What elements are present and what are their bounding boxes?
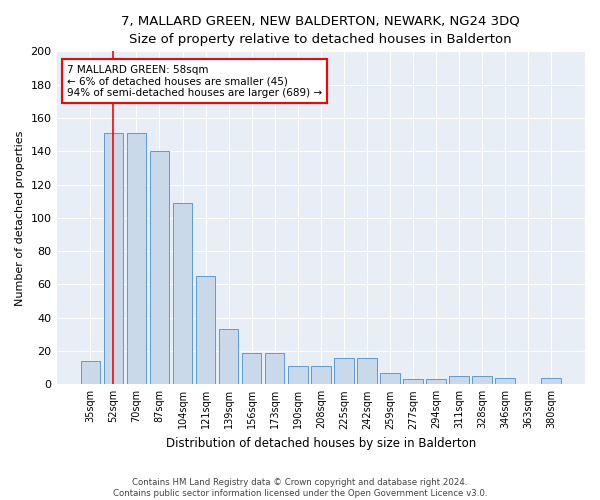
Bar [357,358,377,384]
Text: Contains HM Land Registry data © Crown copyright and database right 2024.
Contai: Contains HM Land Registry data © Crown c… [113,478,487,498]
Bar [149,151,169,384]
Bar [496,378,515,384]
Bar [472,376,492,384]
Bar [104,133,123,384]
Bar [449,376,469,384]
Bar [196,276,215,384]
X-axis label: Distribution of detached houses by size in Balderton: Distribution of detached houses by size … [166,437,476,450]
Bar [265,352,284,384]
Title: 7, MALLARD GREEN, NEW BALDERTON, NEWARK, NG24 3DQ
Size of property relative to d: 7, MALLARD GREEN, NEW BALDERTON, NEWARK,… [121,15,520,46]
Bar [541,378,561,384]
Bar [288,366,308,384]
Bar [219,330,238,384]
Bar [242,352,262,384]
Bar [127,133,146,384]
Bar [403,380,423,384]
Bar [311,366,331,384]
Bar [173,203,193,384]
Bar [426,380,446,384]
Bar [334,358,353,384]
Text: 7 MALLARD GREEN: 58sqm
← 6% of detached houses are smaller (45)
94% of semi-deta: 7 MALLARD GREEN: 58sqm ← 6% of detached … [67,64,322,98]
Y-axis label: Number of detached properties: Number of detached properties [15,130,25,306]
Bar [380,372,400,384]
Bar [80,361,100,384]
